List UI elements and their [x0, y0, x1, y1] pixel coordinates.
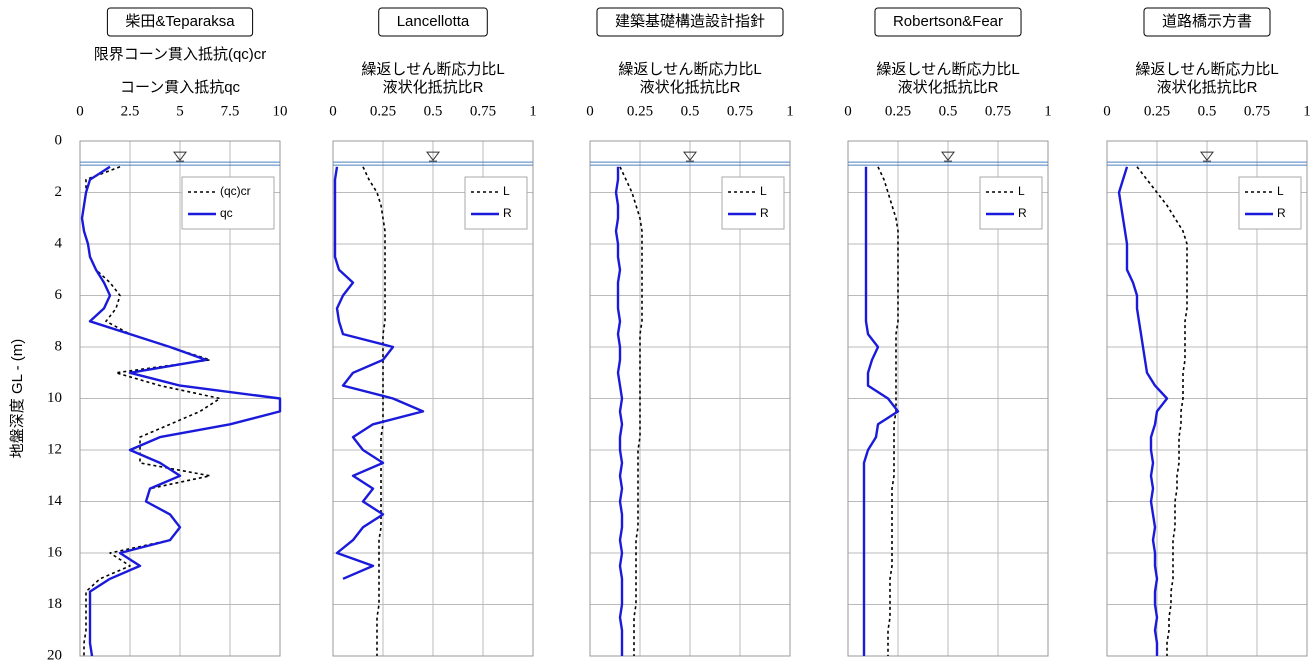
x-tick-label: 1 — [1303, 103, 1311, 119]
x-axis-label: 繰返しせん断応力比L — [876, 61, 1019, 78]
y-tick-label: 10 — [47, 390, 62, 406]
x-axis-label: 液状化抵抗比R — [383, 79, 484, 96]
x-tick-label: 2.5 — [121, 103, 140, 119]
series-line — [619, 166, 643, 656]
x-axis-label: コーン貫入抵抗qc — [120, 79, 241, 96]
y-tick-label: 2 — [55, 184, 63, 200]
panel-title: Lancellotta — [397, 13, 470, 30]
y-tick-label: 16 — [47, 544, 63, 560]
series-line — [1117, 166, 1169, 656]
x-tick-label: 0.5 — [939, 103, 958, 119]
x-tick-label: 0 — [329, 103, 337, 119]
y-tick-label: 14 — [47, 493, 63, 509]
y-tick-label: 18 — [47, 596, 62, 612]
legend-label: (qc)cr — [220, 184, 251, 198]
y-axis-label: 地盤深度 GL - (m) — [9, 339, 26, 458]
x-tick-label: 0.25 — [627, 103, 653, 119]
legend-label: L — [1018, 184, 1025, 198]
title-box — [1143, 7, 1271, 37]
x-tick-label: 0.25 — [1144, 103, 1170, 119]
series-line — [362, 166, 386, 656]
panel-title: 道路橋示方書 — [1162, 13, 1252, 30]
series-line — [333, 166, 425, 580]
water-symbol — [426, 151, 440, 162]
legend-label: R — [1277, 206, 1286, 220]
water-symbol — [683, 151, 697, 162]
x-tick-label: 0.25 — [885, 103, 911, 119]
x-tick-label: 0.5 — [681, 103, 700, 119]
panel-title: Robertson&Fear — [893, 13, 1003, 30]
x-axis-label: 限界コーン貫入抵抗(qc)cr — [94, 46, 267, 63]
legend-label: R — [1018, 206, 1027, 220]
legend-label: qc — [220, 206, 233, 220]
series-line — [614, 166, 624, 656]
legend-box — [1238, 176, 1302, 230]
x-tick-label: 0 — [586, 103, 594, 119]
x-tick-label: 0 — [1103, 103, 1111, 119]
y-tick-label: 8 — [55, 338, 63, 354]
plot-frame — [1106, 140, 1308, 657]
y-tick-label: 20 — [47, 647, 62, 663]
title-box — [378, 7, 488, 37]
x-axis-label: 繰返しせん断応力比L — [1135, 61, 1278, 78]
x-tick-label: 0.25 — [370, 103, 396, 119]
legend-box — [464, 176, 528, 230]
x-tick-label: 0.5 — [1198, 103, 1217, 119]
x-axis-label: 繰返しせん断応力比L — [618, 61, 761, 78]
plot-frame — [847, 140, 1049, 657]
title-box — [106, 7, 254, 37]
x-tick-label: 0.5 — [424, 103, 443, 119]
legend-label: R — [760, 206, 769, 220]
x-tick-label: 0.75 — [727, 103, 753, 119]
water-symbol — [941, 151, 955, 162]
water-symbol — [1200, 151, 1214, 162]
x-axis-label: 液状化抵抗比R — [640, 79, 741, 96]
x-axis-label: 液状化抵抗比R — [1157, 79, 1258, 96]
x-tick-label: 0.75 — [1244, 103, 1270, 119]
y-tick-label: 0 — [55, 132, 63, 148]
panel-title: 建築基礎構造設計指針 — [615, 12, 765, 30]
legend-box — [181, 176, 275, 230]
y-tick-label: 4 — [55, 235, 63, 251]
title-box — [596, 7, 784, 37]
x-tick-label: 7.5 — [221, 103, 240, 119]
x-tick-label: 5 — [176, 103, 184, 119]
series-line — [1136, 166, 1188, 656]
x-tick-label: 0 — [76, 103, 84, 119]
x-axis-label: 液状化抵抗比R — [898, 79, 999, 96]
legend-box — [721, 176, 785, 230]
plot-frame — [332, 140, 534, 657]
series-line — [80, 165, 282, 657]
x-tick-label: 1 — [786, 103, 794, 119]
legend-box — [979, 176, 1043, 230]
panel-title: 柴田&Teparaksa — [125, 13, 235, 30]
title-box — [874, 7, 1022, 37]
x-tick-label: 0.75 — [470, 103, 496, 119]
y-tick-label: 12 — [47, 441, 62, 457]
legend-label: L — [503, 184, 510, 198]
x-tick-label: 0 — [844, 103, 852, 119]
legend-label: L — [760, 184, 767, 198]
x-tick-label: 10 — [273, 103, 288, 119]
legend-label: R — [503, 206, 512, 220]
x-tick-label: 1 — [529, 103, 537, 119]
series-line — [862, 166, 900, 656]
x-axis-label: 繰返しせん断応力比L — [361, 61, 504, 78]
series-line — [877, 166, 899, 656]
legend-label: L — [1277, 184, 1284, 198]
y-tick-label: 6 — [55, 287, 63, 303]
x-tick-label: 0.75 — [985, 103, 1011, 119]
plot-frame — [589, 140, 791, 657]
x-tick-label: 1 — [1044, 103, 1052, 119]
water-symbol — [173, 151, 187, 162]
